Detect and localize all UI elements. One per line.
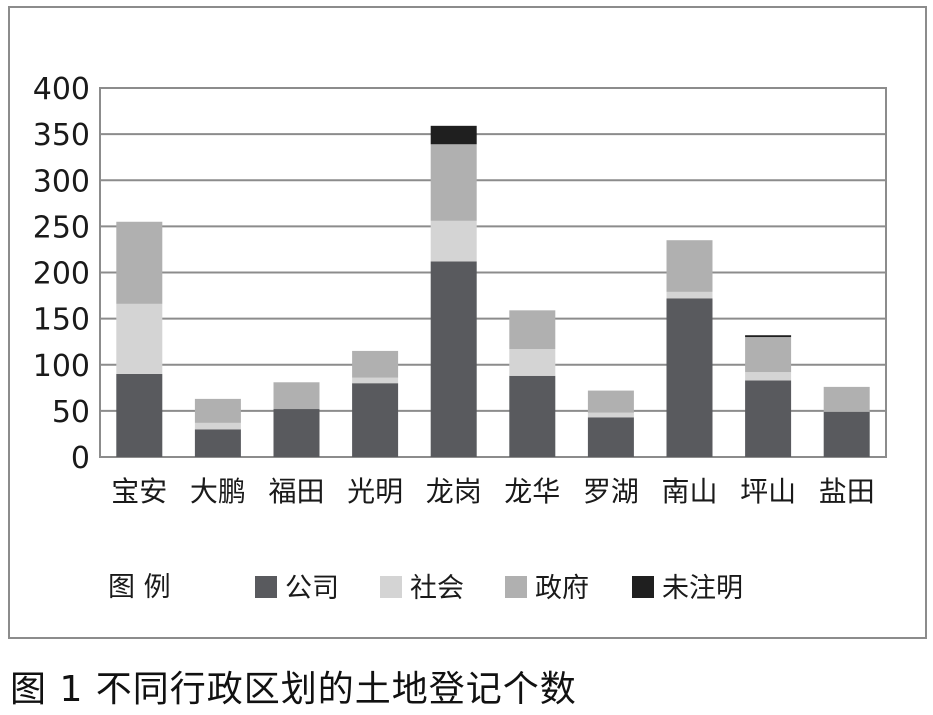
- bar-segment: [116, 373, 163, 457]
- x-tick-label: 宝安: [111, 475, 167, 508]
- y-tick-label: 150: [33, 303, 90, 338]
- bar-segment: [666, 240, 713, 292]
- x-tick-label: 盐田: [819, 475, 875, 508]
- axes: 0 50 100 150 200 250 300 350 400 宝安 大鹏 福田 光明 龙岗 龙华 罗湖 南山…: [33, 72, 875, 508]
- bar-segment: [745, 380, 792, 457]
- y-tick-label: 300: [33, 164, 90, 199]
- bar-segment: [587, 390, 634, 413]
- bar-segment: [273, 409, 320, 457]
- x-tick-label: 龙岗: [426, 475, 482, 508]
- x-tick-label: 光明: [347, 475, 403, 508]
- x-tick-label: 福田: [268, 475, 324, 508]
- bar-segment: [509, 349, 556, 376]
- bar-segment: [666, 291, 713, 299]
- bar-segment: [116, 221, 163, 304]
- bar-segment: [352, 350, 399, 378]
- bar-segment: [430, 220, 477, 262]
- bar-segment: [745, 337, 792, 373]
- x-tick-label: 大鹏: [190, 475, 246, 508]
- bar-segment: [509, 375, 556, 457]
- bar-segment: [352, 377, 399, 384]
- legend-label: 社会: [410, 573, 464, 604]
- bar-segment: [194, 422, 241, 430]
- legend-title: 图 例: [108, 572, 171, 603]
- bars: [116, 125, 870, 457]
- legend-swatch: [632, 576, 654, 598]
- bar-segment: [194, 398, 241, 423]
- y-tick-label: 250: [33, 210, 90, 245]
- bar-segment: [587, 417, 634, 457]
- legend: 图 例 公司 社会 政府 未注明: [108, 572, 743, 604]
- bar-segment: [273, 382, 320, 410]
- y-tick-label: 50: [52, 395, 90, 430]
- legend-label: 政府: [535, 573, 589, 604]
- x-tick-label: 罗湖: [583, 475, 639, 508]
- y-tick-label: 400: [33, 72, 90, 107]
- bar-segment: [430, 125, 477, 145]
- y-tick-label: 0: [71, 441, 90, 476]
- y-tick-label: 350: [33, 118, 90, 153]
- y-tick-label: 100: [33, 349, 90, 384]
- legend-swatch: [505, 576, 527, 598]
- bar-segment: [745, 335, 792, 338]
- bar-segment: [430, 144, 477, 221]
- y-tick-label: 200: [33, 257, 90, 292]
- x-tick-label: 龙华: [504, 475, 560, 508]
- bar-segment: [194, 429, 241, 457]
- legend-swatch: [255, 576, 277, 598]
- bar-segment: [587, 412, 634, 418]
- x-tick-label: 南山: [661, 475, 717, 508]
- chart-frame: [8, 6, 927, 639]
- bar-segment: [666, 298, 713, 457]
- x-tick-label: 坪山: [740, 475, 796, 508]
- legend-label: 公司: [285, 573, 339, 604]
- bar-segment: [430, 261, 477, 457]
- bar-segment: [352, 383, 399, 457]
- bar-segment: [823, 411, 870, 457]
- legend-label: 未注明: [662, 573, 743, 604]
- bar-segment: [823, 386, 870, 412]
- figure-caption: 图 1 不同行政区划的土地登记个数: [10, 669, 577, 710]
- bar-segment: [509, 310, 556, 350]
- legend-swatch: [380, 576, 402, 598]
- bar-segment: [745, 372, 792, 381]
- bar-segment: [116, 303, 163, 374]
